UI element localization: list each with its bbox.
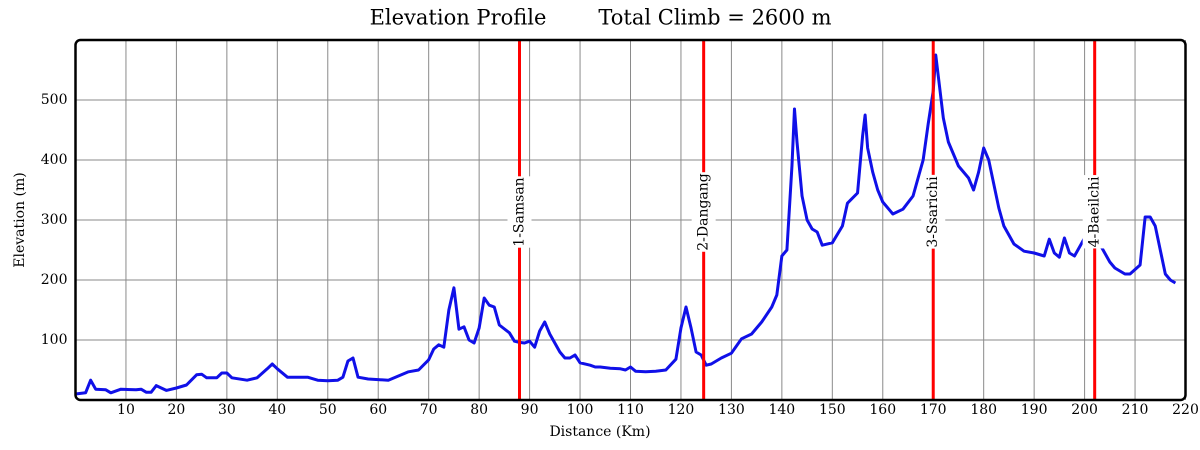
x-tick-label: 180	[970, 402, 997, 418]
grid	[75, 40, 1186, 400]
elevation-line	[75, 53, 1177, 396]
x-tick-label: 130	[718, 402, 745, 418]
marker-label-bg	[691, 172, 716, 252]
y-tick-label: 400	[41, 152, 68, 168]
x-tick-label: 10	[117, 402, 135, 418]
marker-label-bg	[921, 174, 946, 249]
y-tick-label: 100	[41, 332, 68, 348]
x-tick-label: 20	[167, 402, 185, 418]
marker-label: 1-Samsan	[512, 177, 528, 246]
x-tick-label: 70	[420, 402, 438, 418]
x-tick-label: 160	[869, 402, 896, 418]
x-tick-label: 150	[819, 402, 846, 418]
x-tick-label: 50	[319, 402, 337, 418]
plot: 1-Samsan 2-Dangang 3-Ssarichi 4-Baeilchi	[75, 40, 1177, 400]
marker-label-bg	[1082, 175, 1107, 249]
x-tick-label: 220	[1172, 402, 1199, 418]
x-tick-label: 140	[768, 402, 795, 418]
x-tick-label: 30	[218, 402, 236, 418]
x-axis-label: Distance (Km)	[549, 424, 650, 440]
x-tick-label: 190	[1021, 402, 1048, 418]
x-tick-label: 60	[369, 402, 387, 418]
y-tick-label: 200	[41, 272, 68, 288]
x-tick-label: 40	[268, 402, 286, 418]
frame	[74, 38, 1187, 402]
y-tick-label: 300	[41, 212, 68, 228]
x-tick-label: 80	[470, 402, 488, 418]
chart-title: Elevation Profile	[370, 6, 547, 30]
marker-label: 4-Baeilchi	[1087, 176, 1103, 247]
x-tick-label: 110	[617, 402, 644, 418]
y-axis-label: Elevation (m)	[12, 172, 28, 267]
marker-label: 2-Dangang	[696, 173, 712, 251]
x-tick-label: 90	[521, 402, 539, 418]
x-tick-label: 210	[1122, 402, 1149, 418]
y-tick-label: 500	[41, 92, 68, 108]
x-tick-label: 100	[567, 402, 594, 418]
marker-label-bg	[507, 176, 532, 248]
marker-label: 3-Ssarichi	[925, 176, 941, 248]
x-tick-label: 170	[920, 402, 947, 418]
x-tick-label: 120	[668, 402, 695, 418]
x-tick-label: 200	[1071, 402, 1098, 418]
annotation: Total Climb = 2600 m	[598, 6, 831, 30]
